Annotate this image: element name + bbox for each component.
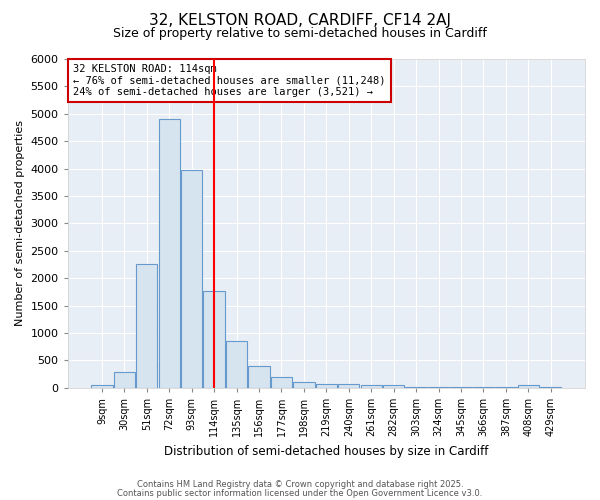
Bar xyxy=(271,377,292,388)
Bar xyxy=(293,382,314,388)
Bar xyxy=(113,372,135,388)
Bar xyxy=(91,385,113,388)
Bar xyxy=(383,385,404,388)
Bar xyxy=(203,290,225,388)
Bar xyxy=(406,387,427,388)
Bar xyxy=(248,366,270,388)
Bar xyxy=(338,384,359,388)
Bar xyxy=(361,385,382,388)
Text: Contains HM Land Registry data © Crown copyright and database right 2025.: Contains HM Land Registry data © Crown c… xyxy=(137,480,463,489)
Text: Size of property relative to semi-detached houses in Cardiff: Size of property relative to semi-detach… xyxy=(113,28,487,40)
Bar xyxy=(181,170,202,388)
X-axis label: Distribution of semi-detached houses by size in Cardiff: Distribution of semi-detached houses by … xyxy=(164,444,488,458)
Text: 32 KELSTON ROAD: 114sqm
← 76% of semi-detached houses are smaller (11,248)
24% o: 32 KELSTON ROAD: 114sqm ← 76% of semi-de… xyxy=(73,64,385,97)
Text: 32, KELSTON ROAD, CARDIFF, CF14 2AJ: 32, KELSTON ROAD, CARDIFF, CF14 2AJ xyxy=(149,12,451,28)
Bar xyxy=(316,384,337,388)
Text: Contains public sector information licensed under the Open Government Licence v3: Contains public sector information licen… xyxy=(118,488,482,498)
Bar xyxy=(518,385,539,388)
Bar xyxy=(136,264,157,388)
Y-axis label: Number of semi-detached properties: Number of semi-detached properties xyxy=(15,120,25,326)
Bar xyxy=(226,341,247,388)
Bar xyxy=(158,120,180,388)
